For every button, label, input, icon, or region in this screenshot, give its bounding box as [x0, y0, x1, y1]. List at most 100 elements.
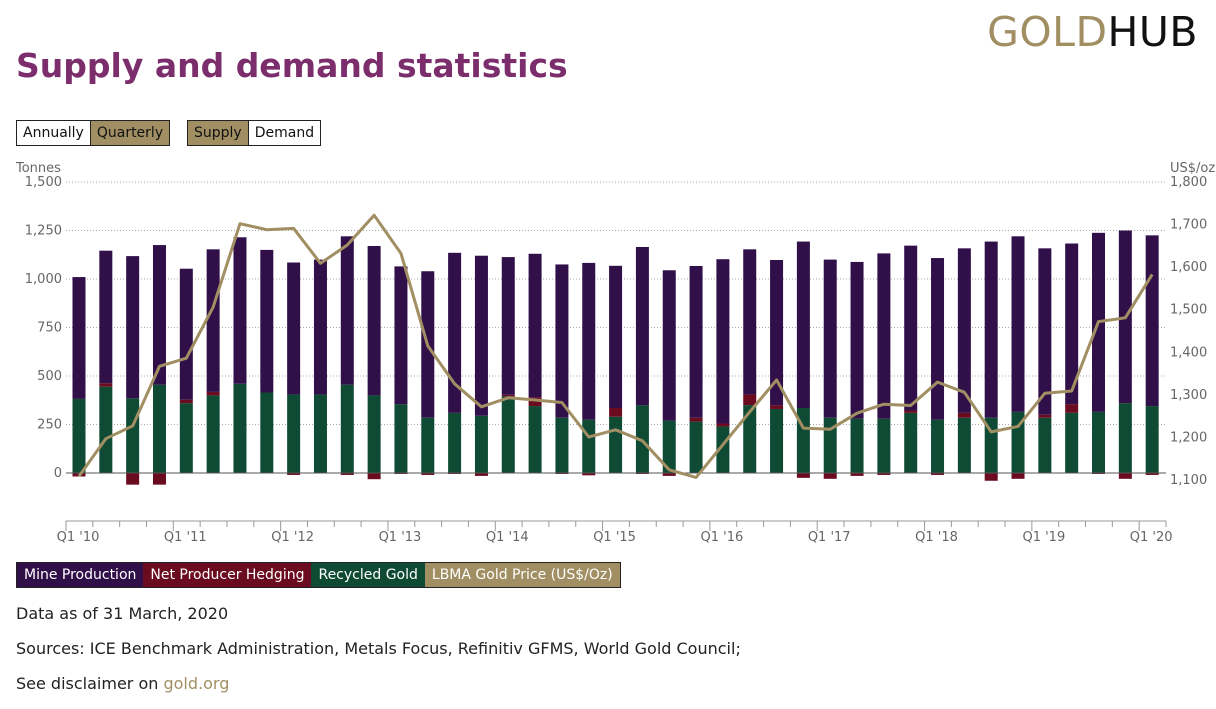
data-as-of: Data as of 31 March, 2020 — [16, 604, 229, 623]
period-toggle: Annually Quarterly — [16, 120, 171, 146]
bar-recycled-gold — [1038, 417, 1052, 473]
bar-recycled-gold — [206, 395, 220, 473]
x-tick-label: Q1 '17 — [808, 530, 851, 545]
bar-net-producer-hedging — [582, 473, 596, 476]
y-tick-label: 1,250 — [25, 224, 62, 239]
bar-net-producer-hedging — [689, 417, 703, 422]
bar-recycled-gold — [474, 415, 488, 473]
bar-net-producer-hedging — [126, 473, 140, 485]
price-line-group — [77, 213, 1154, 479]
legend-mine-production[interactable]: Mine Production — [17, 563, 144, 587]
bar-recycled-gold — [582, 419, 596, 473]
bar-recycled-gold — [260, 392, 274, 473]
bar-recycled-gold — [72, 398, 86, 473]
bar-mine-production — [796, 241, 810, 409]
bar-net-producer-hedging — [367, 473, 381, 480]
y2-tick-label: 1,800 — [1170, 175, 1207, 190]
bar-recycled-gold — [126, 398, 140, 473]
bar-recycled-gold — [287, 394, 301, 473]
bar-mine-production — [233, 237, 247, 384]
flow-toggle: Supply Demand — [187, 120, 322, 146]
x-tick-label: Q1 '20 — [1130, 530, 1173, 545]
y2-tick-label: 1,100 — [1170, 473, 1207, 488]
y2-tick-label: 1,600 — [1170, 260, 1207, 275]
y2-tick-label: 1,200 — [1170, 430, 1207, 445]
bar-recycled-gold — [609, 416, 623, 473]
bar-net-producer-hedging — [474, 473, 488, 476]
y-tick-label: 500 — [37, 369, 62, 384]
bar-recycled-gold — [152, 384, 166, 473]
sources-text: Sources: ICE Benchmark Administration, M… — [16, 639, 741, 658]
x-tick-label: Q1 '19 — [1022, 530, 1065, 545]
logo-hub-text: HUB — [1107, 8, 1198, 56]
bar-mine-production — [957, 248, 971, 413]
x-tick-label: Q1 '16 — [701, 530, 744, 545]
y-tick-label: 0 — [54, 466, 62, 481]
bar-recycled-gold — [1065, 412, 1079, 473]
y2-tick-label: 1,300 — [1170, 388, 1207, 403]
bar-net-producer-hedging — [1065, 404, 1079, 413]
bar-mine-production — [126, 256, 140, 399]
bar-mine-production — [340, 236, 354, 385]
bar-mine-production — [501, 257, 515, 395]
bar-net-producer-hedging — [609, 408, 623, 417]
bar-recycled-gold — [233, 383, 247, 473]
bar-recycled-gold — [528, 406, 542, 473]
bar-mine-production — [474, 255, 488, 416]
supply-button[interactable]: Supply — [187, 120, 249, 146]
legend-recycled-gold[interactable]: Recycled Gold — [311, 563, 425, 587]
bar-mine-production — [984, 241, 998, 418]
bar-net-producer-hedging — [1011, 473, 1025, 479]
bar-net-producer-hedging — [984, 473, 998, 481]
bar-recycled-gold — [340, 384, 354, 473]
y-tick-label: 1,500 — [25, 175, 62, 190]
bar-recycled-gold — [770, 408, 784, 473]
legend-lbma-gold-price[interactable]: LBMA Gold Price (US$/Oz) — [424, 563, 620, 587]
y-tick-label: 250 — [37, 418, 62, 433]
y-tick-label: 750 — [37, 321, 62, 336]
bar-mine-production — [770, 259, 784, 406]
bar-mine-production — [152, 245, 166, 385]
bar-mine-production — [635, 246, 649, 406]
gold-org-link[interactable]: gold.org — [163, 674, 230, 693]
bar-mine-production — [179, 268, 193, 400]
bar-recycled-gold — [1145, 406, 1159, 473]
demand-button[interactable]: Demand — [248, 120, 322, 146]
bar-net-producer-hedging — [206, 391, 220, 396]
right-axis-title: US$/oz — [1170, 161, 1215, 176]
bar-net-producer-hedging — [1118, 473, 1132, 479]
y2-tick-label: 1,500 — [1170, 303, 1207, 318]
bar-mine-production — [313, 259, 327, 395]
disclaimer-prefix: See disclaimer on — [16, 674, 164, 693]
bar-net-producer-hedging — [743, 394, 757, 406]
page-title: Supply and demand statistics — [16, 46, 568, 85]
bar-mine-production — [931, 258, 945, 420]
quarterly-button[interactable]: Quarterly — [90, 120, 171, 146]
bar-recycled-gold — [904, 412, 918, 473]
bar-mine-production — [582, 262, 596, 420]
bar-recycled-gold — [662, 420, 676, 473]
bar-net-producer-hedging — [850, 473, 864, 476]
bar-mine-production — [287, 262, 301, 395]
bar-recycled-gold — [367, 395, 381, 473]
disclaimer-line: See disclaimer on gold.org — [16, 674, 229, 693]
bar-mine-production — [1065, 243, 1079, 405]
bar-mine-production — [877, 253, 891, 419]
bar-mine-production — [904, 245, 918, 411]
annually-button[interactable]: Annually — [16, 120, 91, 146]
bar-recycled-gold — [689, 421, 703, 473]
bar-recycled-gold — [850, 418, 864, 473]
bar-net-producer-hedging — [99, 383, 113, 387]
bar-mine-production — [1145, 235, 1159, 407]
bar-net-producer-hedging — [1038, 414, 1052, 418]
bar-net-producer-hedging — [1145, 473, 1159, 475]
bar-net-producer-hedging — [528, 397, 542, 407]
bar-mine-production — [1011, 236, 1025, 412]
y-tick-label: 1,000 — [25, 272, 62, 287]
bar-recycled-gold — [99, 386, 113, 473]
legend-net-producer-hedging[interactable]: Net Producer Hedging — [143, 563, 312, 587]
left-axis-ticks: 0 250 500 750 1,000 1,250 1,500 — [25, 175, 62, 481]
left-axis-title: Tonnes — [15, 161, 61, 176]
bar-mine-production — [394, 266, 408, 405]
bar-recycled-gold — [1092, 411, 1106, 473]
